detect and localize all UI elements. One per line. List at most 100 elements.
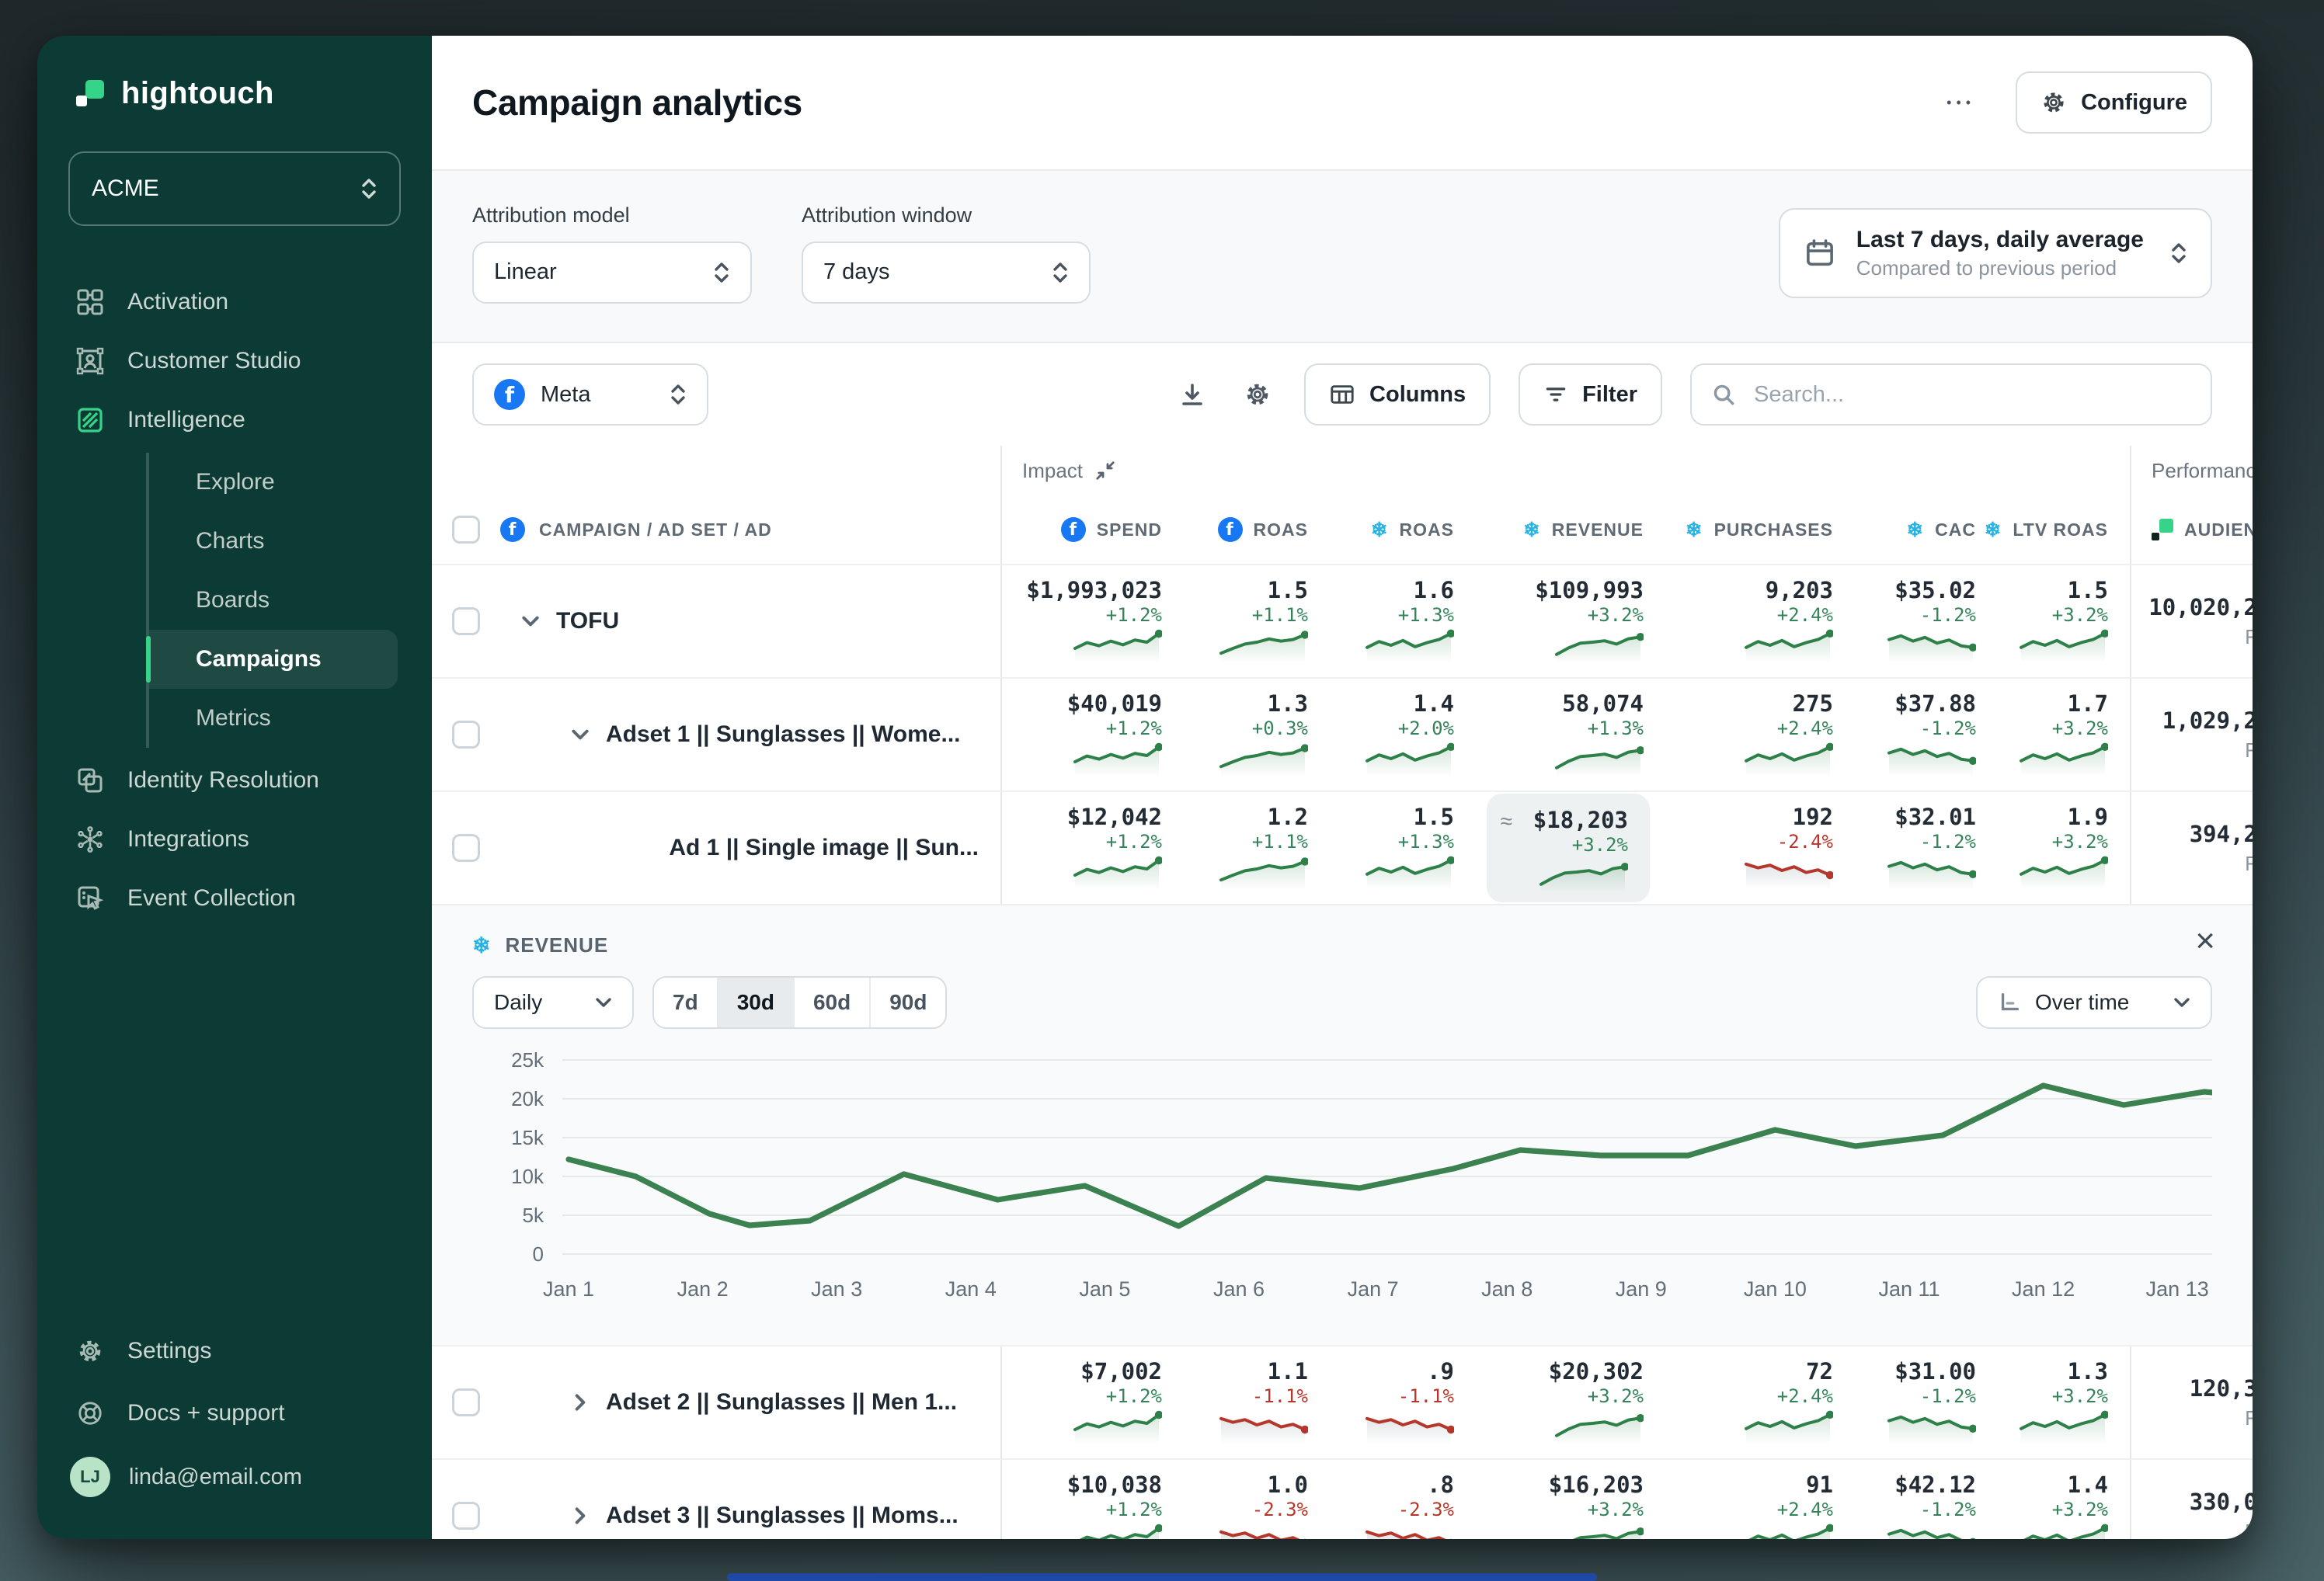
metric-cell: 1.9 +3.2% [1998, 792, 2130, 904]
metric-change: +2.4% [1776, 1385, 1833, 1408]
metric-change: +1.3% [1587, 718, 1644, 740]
sidebar-item-identity-resolution[interactable]: Identity Resolution [68, 751, 401, 810]
sidebar-item-integrations[interactable]: Integrations [68, 810, 401, 869]
audience-sub: F [2245, 852, 2253, 876]
caret-down-icon[interactable] [570, 724, 590, 745]
range-option-7d[interactable]: 7d [673, 990, 698, 1014]
column-header-ltv-roas[interactable]: ❄ LTV ROAS [1985, 495, 2130, 564]
row-checkbox[interactable] [452, 1502, 480, 1530]
range-option-60d[interactable]: 60d [792, 978, 869, 1027]
metric-value: 1.9 [2067, 804, 2108, 831]
column-header-spend[interactable]: f SPEND [1000, 495, 1184, 564]
audience-cell: 120,3 F [2130, 1346, 2253, 1458]
sidebar-item-event-collection[interactable]: Event Collection [68, 869, 401, 928]
column-header-roas-meta[interactable]: f ROAS [1184, 495, 1330, 564]
sidebar-item-customer-studio[interactable]: Customer Studio [68, 332, 401, 391]
column-header-campaign[interactable]: f CAMPAIGN / AD SET / AD [500, 495, 1000, 564]
hightouch-icon [2152, 519, 2173, 540]
sidebar-item-settings[interactable]: Settings [68, 1322, 401, 1381]
column-header-revenue[interactable]: ❄ REVENUE [1476, 495, 1665, 564]
audience-sub: F [2245, 1406, 2253, 1430]
row-checkbox[interactable] [452, 1388, 480, 1416]
search-input[interactable] [1751, 380, 2192, 409]
column-header-label: CAC [1935, 519, 1976, 540]
caret-right-icon[interactable] [570, 1506, 590, 1526]
more-menu-button[interactable]: ••• [1947, 95, 1976, 110]
column-header-audience[interactable]: AUDIENCE [2130, 495, 2253, 564]
sidebar-item-docs-support[interactable]: Docs + support [68, 1384, 401, 1443]
column-header-cac[interactable]: ❄ CAC [1855, 495, 1998, 564]
filter-button[interactable]: Filter [1519, 363, 1662, 426]
table-settings-button[interactable] [1239, 376, 1276, 413]
table-row: Adset 3 || Sunglasses || Moms... $10,038 +… [432, 1458, 2253, 1539]
revenue-chart: 0 5k 10k 15k 20k 25k Jan 1 Jan 2 Jan 3 Jan 4 Jan 5… [472, 1048, 2253, 1312]
row-checkbox[interactable] [452, 834, 480, 862]
date-range-selector[interactable]: Last 7 days, daily average Compared to p… [1778, 208, 2212, 298]
row-checkbox[interactable] [452, 607, 480, 635]
svg-text:10k: 10k [511, 1165, 544, 1188]
metric-change: +0.3% [1251, 718, 1308, 740]
granularity-select[interactable]: Daily [472, 976, 634, 1029]
sparkline [1745, 629, 1833, 663]
metric-cell: 275 +2.4% [1665, 679, 1855, 790]
row-name[interactable]: Ad 1 || Single image || Sun... [669, 835, 979, 860]
performance-group-header: Performance [2130, 446, 2253, 495]
filter-label: Filter [1582, 381, 1637, 407]
highlighted-metric-cell[interactable]: ≈ $18,203 +3.2% [1486, 794, 1650, 902]
row-name[interactable]: Adset 2 || Sunglasses || Men 1... [500, 1346, 1000, 1458]
svg-text:Jan 8: Jan 8 [1481, 1277, 1533, 1301]
collapse-icon[interactable] [1095, 460, 1115, 481]
metric-value: 1.4 [2067, 1472, 2108, 1499]
metric-value: 1.3 [2067, 1358, 2108, 1385]
metric-cell: 91 +2.4% [1665, 1460, 1855, 1539]
metric-change: +3.2% [2051, 718, 2108, 740]
column-header-purchases[interactable]: ❄ PURCHASES [1665, 495, 1855, 564]
caret-right-icon[interactable] [570, 1392, 590, 1412]
axis-icon [2001, 993, 2019, 1011]
sidebar-item-boards[interactable]: Boards [149, 571, 398, 630]
metric-value: 275 [1792, 690, 1833, 718]
row-name[interactable]: Adset 1 || Sunglasses || Wome... [500, 679, 1000, 790]
sidebar-item-charts[interactable]: Charts [149, 512, 398, 571]
download-button[interactable] [1174, 376, 1211, 413]
configure-button[interactable]: Configure [2016, 71, 2212, 134]
audience-cell: 1,029,2 F [2130, 679, 2253, 790]
column-header-roas-snowflake[interactable]: ❄ ROAS [1330, 495, 1476, 564]
search-box [1690, 363, 2212, 426]
hightouch-logo-icon [75, 78, 106, 109]
attribution-window-select[interactable]: 7 days [802, 241, 1091, 304]
row-checkbox[interactable] [452, 721, 480, 749]
svg-text:5k: 5k [523, 1204, 544, 1227]
workspace-selector[interactable]: ACME [68, 151, 401, 226]
row-name[interactable]: TOFU [500, 565, 1000, 677]
sparkline [1745, 1410, 1833, 1444]
sparkline [2023, 1524, 2108, 1539]
range-option-90d[interactable]: 90d [869, 978, 945, 1027]
attribution-model-select[interactable]: Linear [472, 241, 752, 304]
table-row: Adset 1 || Sunglasses || Wome... $40,019 +… [432, 677, 2253, 790]
select-all-checkbox[interactable] [452, 516, 480, 544]
identity-resolution-icon [75, 765, 106, 796]
metric-change: -1.2% [1919, 718, 1976, 740]
caret-down-icon[interactable] [520, 611, 541, 631]
row-name[interactable]: Adset 3 || Sunglasses || Moms... [500, 1460, 1000, 1539]
sidebar-item-explore[interactable]: Explore [149, 453, 398, 512]
columns-button[interactable]: Columns [1304, 363, 1491, 426]
close-icon[interactable]: × [2195, 922, 2215, 960]
sparkline [1079, 1524, 1162, 1539]
sidebar-item-campaigns[interactable]: Campaigns [146, 630, 398, 689]
metric-value: $109,993 [1535, 577, 1644, 604]
campaigns-table: Impact Performance f CAMPAIGN / AD SET /… [432, 446, 2253, 1539]
user-account[interactable]: LJ linda@email.com [68, 1446, 401, 1508]
metric-cell: 9,203 +2.4% [1665, 565, 1855, 677]
source-select[interactable]: f Meta [472, 363, 708, 426]
range-option-30d[interactable]: 30d [716, 978, 793, 1027]
sidebar-item-metrics[interactable]: Metrics [149, 689, 398, 748]
view-select[interactable]: Over time [1976, 976, 2212, 1029]
attribution-window-group: Attribution window 7 days [802, 203, 1091, 304]
metric-cell: $12,042 +1.2% [1000, 792, 1184, 904]
sidebar-item-label: Settings [127, 1338, 212, 1364]
sparkline [1219, 1416, 1308, 1444]
sidebar-item-activation[interactable]: Activation [68, 273, 401, 332]
sidebar-item-intelligence[interactable]: Intelligence [68, 391, 401, 450]
